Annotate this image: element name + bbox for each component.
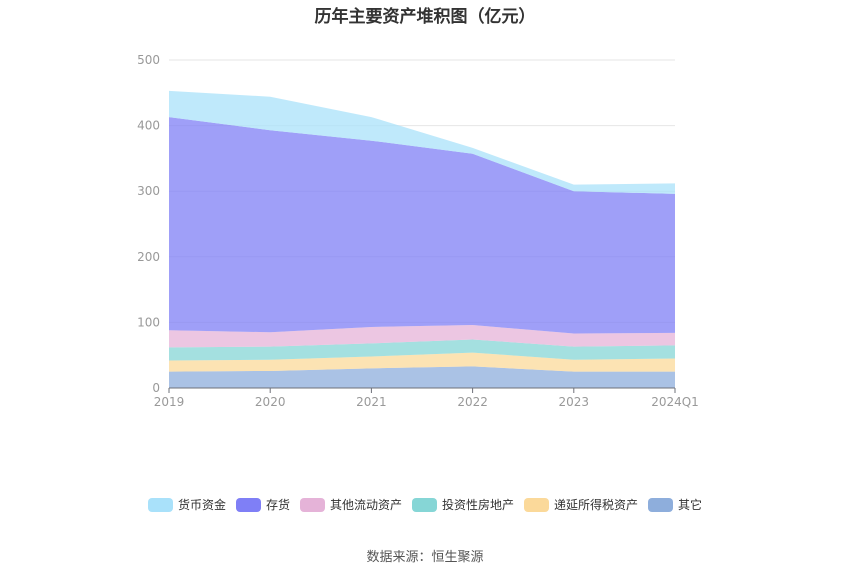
x-tick-label: 2020: [255, 395, 286, 409]
area-series: [169, 117, 675, 334]
chart-title: 历年主要资产堆积图（亿元）: [314, 7, 536, 27]
y-tick-label: 0: [152, 381, 160, 395]
x-tick-label: 2022: [457, 395, 488, 409]
legend-label: 其它: [678, 498, 703, 512]
area-series: [169, 325, 675, 348]
legend: 货币资金 存货 其他流动资产 投资性房地产 递延所得税资产 其它: [0, 496, 850, 513]
x-tick-label: 2024Q1: [651, 395, 699, 409]
legend-item[interactable]: 货币资金: [147, 496, 226, 513]
legend-swatch: [648, 497, 674, 512]
legend-swatch: [299, 497, 325, 512]
area-series: [169, 352, 675, 372]
legend-label: 投资性房地产: [442, 498, 515, 512]
legend-item[interactable]: 投资性房地产: [412, 496, 514, 513]
y-tick-label: 100: [137, 315, 160, 329]
legend-label: 货币资金: [177, 498, 226, 512]
area-series: [169, 339, 675, 361]
y-tick-label: 300: [137, 184, 160, 198]
legend-item[interactable]: 其它: [648, 496, 702, 513]
area-series-layer: [169, 90, 675, 388]
legend-label: 其他流动资产: [329, 498, 402, 512]
area-series: [169, 90, 675, 194]
source-note: 数据来源：恒生聚源: [366, 550, 484, 565]
legend-swatch: [412, 497, 437, 512]
legend-item[interactable]: 其他流动资产: [299, 496, 402, 513]
axes: 0 100 200 300 400 500 2019 2020 2021 2022 2023 2024…: [137, 53, 699, 409]
y-tick-label: 400: [137, 119, 160, 133]
x-tick-label: 2019: [154, 395, 185, 409]
x-tick-label: 2021: [356, 395, 387, 409]
legend-swatch: [147, 497, 173, 512]
y-tick-label: 500: [137, 53, 160, 67]
y-tick-label: 200: [137, 250, 160, 264]
legend-swatch: [235, 497, 261, 512]
legend-label: 存货: [265, 498, 290, 512]
legend-label: 递延所得税资产: [554, 498, 639, 512]
legend-swatch: [524, 497, 550, 512]
legend-item[interactable]: 递延所得税资产: [524, 496, 638, 513]
x-tick-label: 2023: [559, 395, 590, 409]
area-series: [169, 366, 675, 388]
legend-item[interactable]: 存货: [235, 496, 290, 513]
